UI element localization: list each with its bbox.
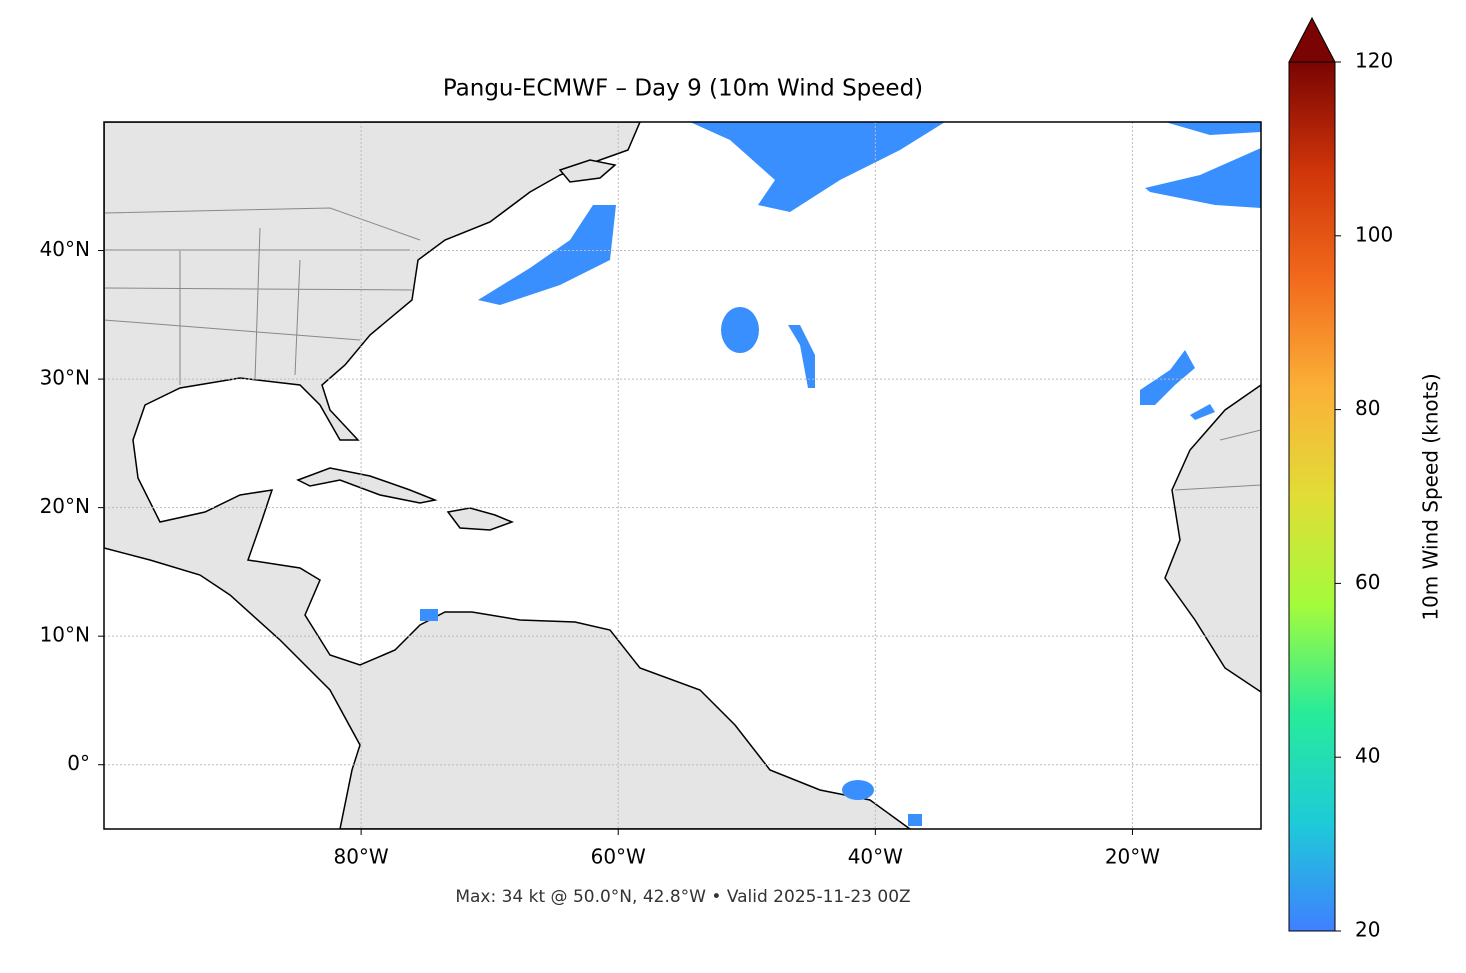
chart-title: Pangu-ECMWF – Day 9 (10m Wind Speed) xyxy=(443,76,923,102)
colorbar-label: 10m Wind Speed (knots) xyxy=(1419,373,1443,620)
x-tick-label: 40°W xyxy=(848,845,903,869)
borders xyxy=(104,207,1261,491)
x-tick-label: 80°W xyxy=(333,845,388,869)
colorbar-extend xyxy=(1288,16,1336,63)
map-area xyxy=(104,122,1261,829)
wind-area xyxy=(690,122,945,212)
graticule xyxy=(104,122,1261,829)
wind-area xyxy=(1140,350,1195,405)
newfoundland xyxy=(558,159,617,183)
wind-area xyxy=(478,205,616,305)
footnote: Max: 34 kt @ 50.0°N, 42.8°W • Valid 2025… xyxy=(455,887,910,907)
y-tick-label: 20°N xyxy=(40,494,90,518)
hispaniola xyxy=(446,507,515,531)
x-tick-label: 60°W xyxy=(591,845,646,869)
y-tick-label: 30°N xyxy=(40,366,90,390)
wind-area xyxy=(1165,122,1261,135)
wind-area xyxy=(1145,148,1261,208)
map-frame xyxy=(103,121,1262,830)
colorbar-tick-label: 100 xyxy=(1355,222,1393,246)
wind-area xyxy=(842,780,874,800)
wind-area xyxy=(721,307,759,353)
wind-area xyxy=(420,609,438,621)
x-tick-label: 20°W xyxy=(1105,845,1160,869)
y-tick-label: 40°N xyxy=(40,237,90,261)
wind-area xyxy=(908,814,922,826)
wind-area xyxy=(788,325,815,388)
africa xyxy=(1164,384,1261,693)
colorbar-tick-label: 40 xyxy=(1355,744,1380,768)
y-tick-label: 0° xyxy=(67,751,90,775)
americas xyxy=(104,122,912,829)
colorbar-tick-label: 120 xyxy=(1355,49,1393,73)
colorbar-tick-label: 80 xyxy=(1355,396,1380,420)
y-tick-label: 10°N xyxy=(40,623,90,647)
colorbar-tick-label: 20 xyxy=(1355,918,1380,942)
colorbar-tick-label: 60 xyxy=(1355,570,1380,594)
wind-areas xyxy=(420,122,1261,826)
wind-area xyxy=(1190,404,1215,420)
cuba xyxy=(296,467,438,504)
colorbar xyxy=(1288,61,1336,932)
